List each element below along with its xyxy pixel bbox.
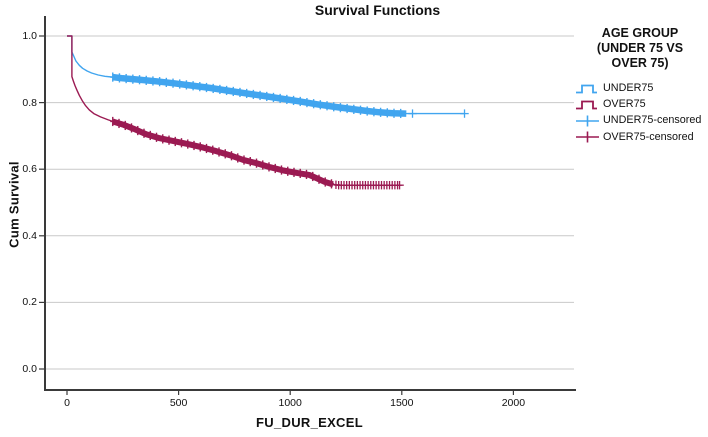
y-tick-label: 0.4 xyxy=(22,229,37,242)
x-axis-title: FU_DUR_EXCEL xyxy=(256,415,363,430)
x-tick-label: 1500 xyxy=(390,397,414,409)
y-tick-label: 1.0 xyxy=(22,30,37,42)
legend-item-label: OVER75 xyxy=(603,98,646,111)
y-axis-title: Cum Survival xyxy=(6,161,22,248)
chart-title: Survival Functions xyxy=(314,2,441,18)
y-tick-label: 0.6 xyxy=(22,163,37,176)
legend-item-under75-censored: UNDER75-censored xyxy=(575,112,708,128)
step-line-glyph xyxy=(576,84,597,93)
x-tick-label: 500 xyxy=(169,397,188,409)
legend-title-line: OVER 75) xyxy=(611,56,669,70)
y-tick-label: 0.0 xyxy=(22,363,37,375)
step-line-icon xyxy=(576,84,597,93)
plus-icon xyxy=(576,131,599,143)
step-line-icon xyxy=(576,100,597,110)
legend-item-label: OVER75-censored xyxy=(603,130,694,143)
x-tick-label: 1000 xyxy=(278,397,302,409)
legend-item-under75: UNDER75 xyxy=(575,80,708,96)
x-tick-label: 0 xyxy=(64,397,70,409)
legend-item-over75-censored: OVER75-censored xyxy=(575,129,708,145)
legend-item-label: UNDER75 xyxy=(603,82,654,95)
legend: AGE GROUP (UNDER 75 VS OVER 75) UNDER75 OVE… xyxy=(575,26,708,145)
legend-title: AGE GROUP (UNDER 75 VS OVER 75) xyxy=(575,26,705,71)
legend-item-label: UNDER75-censored xyxy=(603,114,702,127)
legend-title-line: (UNDER 75 VS xyxy=(596,41,684,55)
plus-icon xyxy=(576,115,599,127)
y-tick-label: 0.8 xyxy=(22,96,37,109)
legend-item-over75: OVER75 xyxy=(575,96,708,112)
step-line-glyph xyxy=(576,100,597,110)
legend-title-line: AGE GROUP xyxy=(601,26,679,40)
x-tick-label: 2000 xyxy=(501,397,526,409)
legend-items: UNDER75 OVER75 UNDER75-censored OVER75-cens… xyxy=(575,80,708,145)
y-tick-label: 0.2 xyxy=(22,296,37,309)
